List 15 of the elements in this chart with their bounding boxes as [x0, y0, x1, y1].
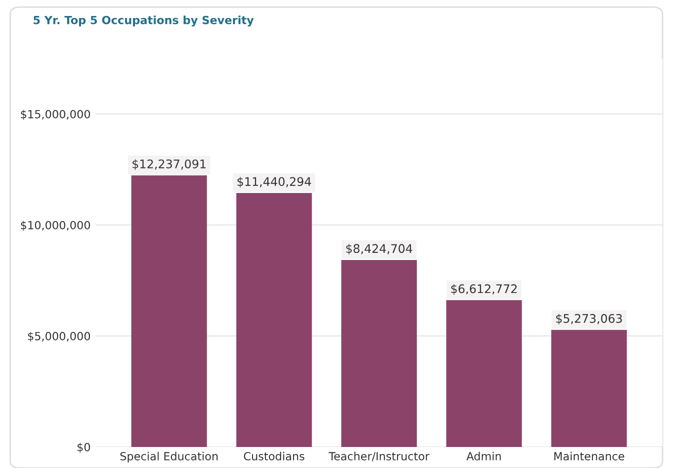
data-label: $8,424,704 — [346, 244, 412, 255]
y-tick-label: $15,000,000 — [20, 110, 90, 120]
data-label: $5,273,063 — [556, 314, 622, 325]
x-tick-label: Teacher/Instructor — [328, 452, 430, 462]
y-tick-label: $0 — [78, 442, 90, 453]
data-label: $6,612,772 — [451, 284, 517, 295]
data-label: $12,237,091 — [132, 159, 206, 170]
data-label: $11,440,294 — [238, 176, 311, 188]
x-tick-label: Custodians — [244, 452, 304, 460]
chart-title: 5 Yr. Top 5 Occupations by Severity — [34, 16, 254, 26]
x-tick-label: Special Education — [120, 452, 218, 463]
y-tick-label: $10,000,000 — [20, 220, 90, 231]
y-tick-label: $5,000,000 — [28, 332, 90, 342]
x-tick-label: Maintenance — [554, 452, 624, 460]
x-tick-label: Admin — [466, 452, 501, 460]
